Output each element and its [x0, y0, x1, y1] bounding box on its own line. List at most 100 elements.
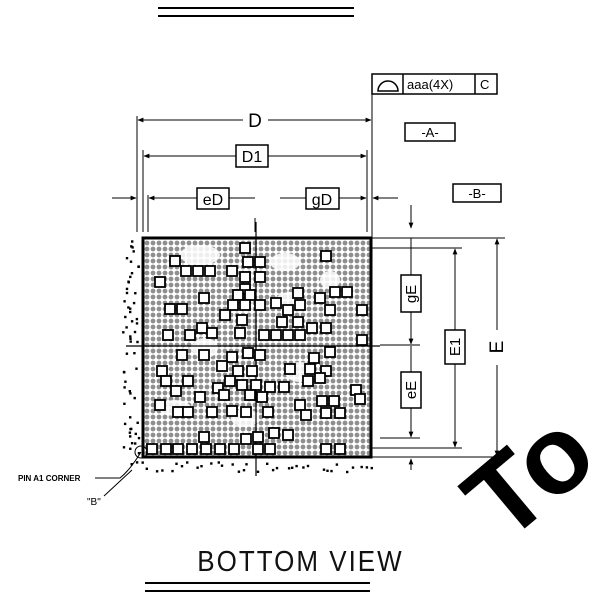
dim-e-label: E [487, 341, 508, 354]
ball-pad-marker [228, 443, 240, 455]
ball-pad-marker [314, 292, 326, 304]
b-leader [103, 469, 133, 497]
dim-ed-box [196, 187, 230, 210]
ball-pad-marker [244, 289, 256, 301]
ball-pad-marker [254, 271, 266, 283]
speckle-dot [131, 240, 134, 243]
ball-pad-marker [162, 329, 174, 341]
speckle-dot [135, 322, 139, 325]
extension-lines [136, 94, 505, 458]
ball-pad-marker [292, 316, 304, 328]
speckle-dot [125, 352, 129, 355]
ball-pad-marker [184, 329, 196, 341]
ball-pad-marker [240, 433, 252, 445]
ball-pad-marker [219, 309, 231, 321]
ball-pad-marker [324, 304, 336, 316]
speckle-dot [137, 452, 141, 455]
ball-pad-marker [244, 389, 256, 401]
speckle-dot [136, 421, 139, 424]
ball-pad-marker [204, 265, 216, 277]
speckle-dot [291, 466, 294, 469]
speckle-dot [295, 464, 298, 468]
speckle-dot [346, 470, 349, 474]
datum-a-label: -A- [421, 125, 438, 140]
speckle-dot [129, 337, 132, 340]
ball-pad-marker [300, 409, 312, 421]
speckle-dot [175, 462, 178, 465]
ball-pad-marker [304, 363, 316, 375]
dim-ee-label: eE [403, 381, 420, 399]
ball-pad-marker [160, 375, 172, 387]
speckle-dot [351, 466, 355, 469]
edge-speckle [122, 240, 373, 474]
ball-pad-marker [270, 297, 282, 309]
speckle-dot [271, 468, 275, 472]
speckle-dot [186, 461, 189, 464]
ball-pad-marker [334, 443, 346, 455]
speckle-dot [231, 463, 234, 466]
ball-pad-marker [264, 443, 276, 455]
speckle-dot [130, 463, 133, 466]
speckle-dot [133, 330, 137, 334]
speckle-dot [130, 272, 134, 275]
ball-pad-marker [250, 379, 262, 391]
ball-pad-marker [320, 443, 332, 455]
speckle-dot [132, 301, 136, 305]
speckle-dot [365, 466, 369, 469]
ball-pad-marker [242, 347, 254, 359]
speckle-dot [127, 281, 130, 284]
speckle-dot [330, 469, 333, 473]
ball-pad-marker [146, 443, 158, 455]
speckle-dot [123, 371, 126, 374]
datum-b-label: -B- [468, 186, 485, 201]
ball-pad-marker [156, 365, 168, 377]
top-title-rule [158, 7, 354, 17]
speckle-dot [135, 317, 139, 321]
ball-pad-marker [320, 407, 332, 419]
dim-gd-box [305, 187, 340, 210]
dim-ed-gd [112, 195, 398, 232]
ball-pad-marker [224, 375, 236, 387]
dim-d1-box [235, 144, 269, 168]
speckle-dot [125, 257, 129, 260]
ball-pad-marker [329, 286, 341, 298]
ball-pad-marker [252, 443, 264, 455]
ball-pad-marker [196, 322, 208, 334]
speckle-dot [125, 287, 129, 291]
speckle-dot [134, 432, 137, 436]
ball-void [231, 409, 259, 427]
ball-pad-marker [306, 322, 318, 334]
speckle-dot [370, 466, 373, 470]
caption-rule [145, 582, 370, 592]
speckle-dot [256, 470, 260, 473]
ball-pad-marker [176, 349, 188, 361]
ball-pad-marker [198, 292, 210, 304]
ball-pad-marker [154, 276, 166, 288]
datum-b-box [452, 183, 502, 203]
speckle-dot [220, 464, 224, 467]
ball-pad-marker [314, 372, 326, 384]
speckle-dot [180, 465, 184, 468]
ball-pad-marker [239, 299, 251, 311]
speckle-dot [129, 275, 132, 279]
ball-pad-marker [294, 399, 306, 411]
ball-pad-marker [308, 352, 320, 364]
ball-pad-marker [316, 395, 328, 407]
ball-pad-marker [264, 381, 276, 393]
ball-pad-marker [198, 431, 210, 443]
tolerance-frame [371, 73, 498, 95]
ball-pad-marker [284, 363, 296, 375]
ball-pad-marker [216, 360, 228, 372]
pin-a1-leader [95, 451, 142, 479]
dim-ee-box [400, 371, 422, 409]
speckle-dot [335, 463, 339, 466]
ball-pad-marker [254, 256, 266, 268]
ball-pad-marker [334, 407, 346, 419]
ball-pad-marker [292, 287, 304, 299]
datum-a-box [404, 122, 456, 142]
ball-pad-marker [324, 346, 336, 358]
dim-ge-label: gE [403, 285, 420, 303]
ball-pad-marker [246, 365, 258, 377]
ball-pad-marker [170, 385, 182, 397]
ball-void [320, 271, 340, 289]
